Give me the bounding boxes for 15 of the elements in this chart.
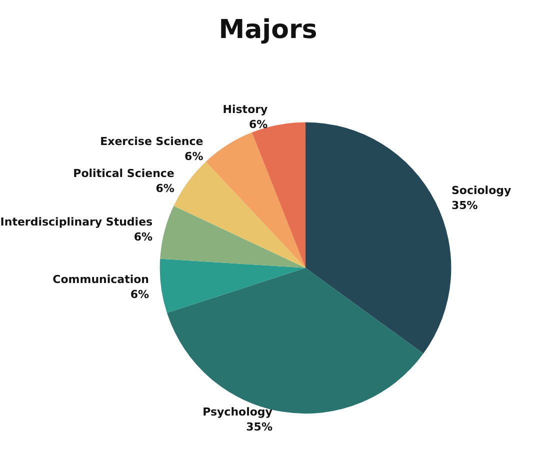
data-label: 35% [451, 199, 478, 212]
data-label: 6% [134, 230, 153, 244]
slice-label: Communication [52, 273, 150, 286]
slice-label: Psychology [202, 406, 272, 419]
data-label: 6% [249, 118, 268, 131]
data-label: 6% [156, 182, 174, 195]
data-label: 35% [246, 420, 272, 434]
slice-label: Political Science [73, 166, 174, 180]
slice-label: History [222, 102, 268, 116]
data-label: 6% [184, 150, 204, 163]
slice-label: Interdisciplinary Studies [0, 216, 154, 229]
chart-title: Majors [218, 15, 318, 45]
slice-label: Sociology [451, 184, 512, 198]
slice-label: Exercise Science [100, 134, 204, 148]
data-label: 6% [130, 288, 150, 302]
